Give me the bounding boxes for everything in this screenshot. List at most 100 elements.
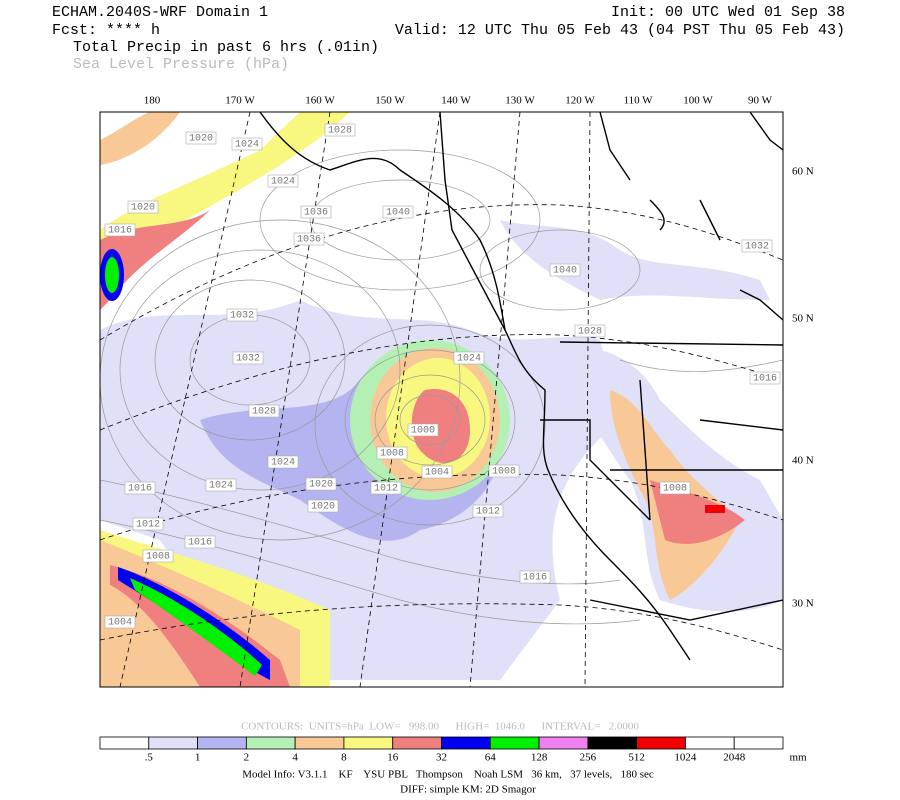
isobar-label-box	[376, 446, 408, 460]
isobar-label-box	[307, 499, 339, 513]
isobar-label-box	[519, 570, 551, 584]
colorbar-label: 64	[485, 752, 497, 764]
colorbar-label: 1024	[674, 752, 697, 764]
isobar-label: 1012	[136, 520, 160, 531]
contour-info: CONTOURS: UNITS=hPa LOW= 998.00 HIGH= 10…	[241, 721, 639, 733]
isobar-label: 1004	[108, 618, 132, 629]
isobar-label: 1032	[745, 242, 769, 253]
colorbar-label: 1	[195, 752, 201, 764]
isobar-label: 1016	[108, 226, 132, 237]
isobar-label: 1020	[189, 134, 213, 145]
isobar-label-box	[382, 205, 414, 219]
isobar-label-box	[741, 239, 773, 253]
isobar-label: 1008	[663, 484, 687, 495]
isobar-label-box	[231, 137, 263, 151]
latitude-label: 30 N	[792, 598, 814, 610]
isobar-label: 1020	[311, 502, 335, 513]
isobar-label-box	[407, 423, 439, 437]
colorbar-box	[685, 736, 735, 750]
isobar-label: 1016	[523, 573, 547, 584]
forecast-hour: Fcst: **** h	[52, 22, 160, 39]
isobar-label-box	[104, 615, 136, 629]
colorbar-box	[343, 736, 394, 750]
latitude-label: 50 N	[792, 313, 814, 325]
isobar-label: 1024	[271, 458, 295, 469]
longitude-label: 130 W	[505, 95, 535, 107]
isobar-label: 1012	[374, 484, 398, 495]
isobar-label: 1036	[297, 235, 321, 246]
colorbar-box	[538, 736, 589, 750]
isobar-label-box	[472, 504, 504, 518]
map: 1020 1024 1028 1024 1020 1016 1036 1036 1040 1040…	[99, 111, 784, 688]
colorbar-label: 128	[531, 752, 548, 764]
colorbar-box	[148, 736, 198, 750]
isobar-label: 1008	[492, 467, 516, 478]
colorbar-box	[294, 736, 345, 750]
isobar-label: 1004	[425, 468, 449, 479]
isobar-label: 1008	[380, 449, 404, 460]
longitude-label: 90 W	[748, 95, 773, 107]
longitude-label: 160 W	[305, 95, 335, 107]
isobar-label: 1016	[128, 484, 152, 495]
isobar-label: 1028	[328, 126, 352, 137]
isobar-label-box	[453, 351, 485, 365]
latitude-label: 60 N	[792, 166, 814, 178]
isobar-label: 1024	[235, 140, 259, 151]
isobar-label: 1028	[578, 327, 602, 338]
isobar-label-box	[659, 481, 691, 495]
isobar-label-box	[185, 131, 217, 145]
isobar-label: 1032	[230, 311, 254, 322]
isobar-label: 1024	[209, 481, 233, 492]
colorbar: .5 1 2 4 8 16 32 64 128 256 512 1024 2048 mm	[99, 736, 807, 764]
isobar-label-box	[127, 200, 159, 214]
isobar-label: 1008	[146, 552, 170, 563]
colorbar-label: .5	[145, 752, 154, 764]
colorbar-label: 4	[292, 752, 298, 764]
model-title: ECHAM.2040S-WRF Domain 1	[52, 4, 268, 21]
colorbar-box	[733, 736, 784, 750]
isobar-label-box	[305, 477, 337, 491]
colorbar-box	[587, 736, 638, 750]
isobar-label-box	[324, 123, 356, 137]
isobar-label: 1024	[271, 177, 295, 188]
colorbar-box	[197, 736, 247, 750]
isobar-label-box	[300, 205, 332, 219]
colorbar-label: 256	[580, 752, 597, 764]
colorbar-box	[392, 736, 442, 750]
isobar-label: 1028	[252, 407, 276, 418]
latitude-label: 40 N	[792, 455, 814, 467]
isobar-label: 1012	[476, 507, 500, 518]
isobar-label: 1016	[188, 538, 212, 549]
init-time: Init: 00 UTC Wed 01 Sep 38	[611, 4, 845, 21]
model-diff: DIFF: simple KM: 2D Smagor	[400, 784, 536, 796]
valid-time: Valid: 12 UTC Thu 05 Feb 43 (04 PST Thu …	[395, 22, 845, 39]
isobar-label-box	[293, 232, 325, 246]
isobar-label: 1040	[553, 266, 577, 277]
colorbar-box	[489, 736, 540, 750]
isobar-label-box	[488, 464, 520, 478]
colorbar-unit: mm	[789, 752, 807, 764]
longitude-label: 180	[144, 95, 161, 107]
precip-shading	[100, 112, 783, 687]
colorbar-label: 2048	[723, 752, 746, 764]
colorbar-box	[245, 736, 296, 750]
colorbar-box	[441, 736, 491, 750]
field-title: Total Precip in past 6 hrs (.01in)	[73, 39, 379, 56]
longitude-label: 110 W	[623, 95, 653, 107]
colorbar-box	[636, 736, 686, 750]
isobar-label-box	[370, 481, 402, 495]
isobar-label-box	[232, 351, 264, 365]
colorbar-label: 8	[341, 752, 347, 764]
isobar-label: 1036	[304, 208, 328, 219]
isobar-label-box	[549, 263, 581, 277]
isobar-label: 1032	[236, 354, 260, 365]
colorbar-box	[99, 736, 150, 750]
longitude-label: 140 W	[441, 95, 471, 107]
model-info: Model Info: V3.1.1 KF YSU PBL Thompson N…	[242, 769, 654, 781]
colorbar-label: 512	[628, 752, 645, 764]
longitude-label: 150 W	[375, 95, 405, 107]
isobar-label-box	[248, 404, 280, 418]
colorbar-label: 2	[244, 752, 250, 764]
isobar-label-box	[749, 371, 781, 385]
